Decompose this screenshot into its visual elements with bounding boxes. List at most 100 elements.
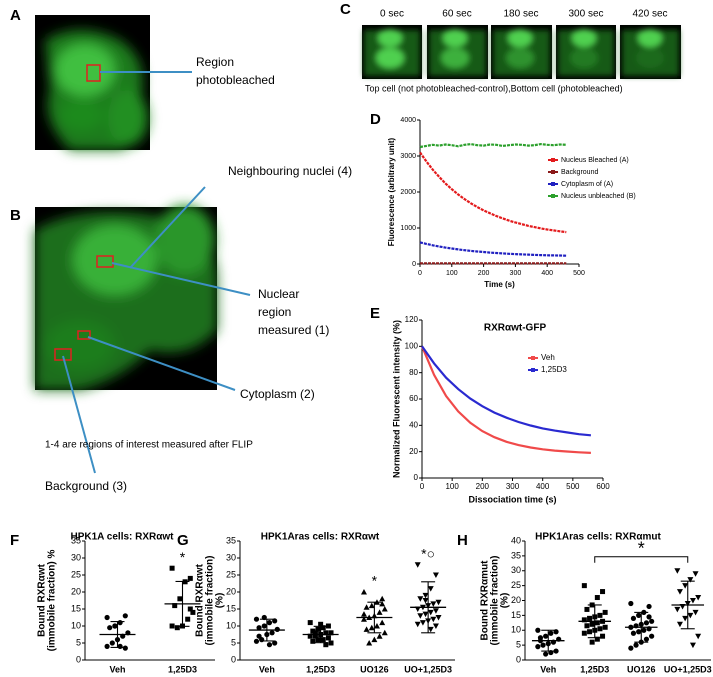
annotation: *○ <box>421 546 435 562</box>
point <box>122 645 128 651</box>
point <box>172 603 178 609</box>
legend-marker <box>551 170 555 174</box>
point <box>307 633 313 639</box>
legend-label: Background <box>561 169 598 176</box>
note: 1-4 are regions of interest measured aft… <box>45 440 253 451</box>
legend-marker <box>551 194 555 198</box>
point <box>692 571 699 577</box>
point <box>122 613 128 619</box>
y-tick-label: 35 <box>71 535 81 545</box>
point <box>602 609 608 615</box>
point <box>676 589 683 595</box>
point <box>432 572 439 578</box>
panel-label: B <box>10 207 21 224</box>
x-tick-label: 400 <box>536 482 550 491</box>
point <box>553 648 559 654</box>
callout: region <box>258 305 291 319</box>
bracket <box>594 556 689 563</box>
point <box>682 615 689 622</box>
point <box>269 630 275 636</box>
point <box>256 625 262 631</box>
x-tick-label: 500 <box>566 482 580 491</box>
point <box>312 630 318 636</box>
y-axis-label: (immobile fraction) <box>490 555 501 645</box>
point <box>589 621 595 627</box>
point <box>379 595 386 602</box>
point <box>414 621 421 628</box>
point <box>643 620 650 626</box>
y-tick-label: 5 <box>516 640 521 650</box>
point <box>379 600 386 607</box>
panel-label: A <box>10 7 21 24</box>
y-tick-label: 20 <box>409 447 418 456</box>
point <box>435 599 442 606</box>
y-tick-label: 35 <box>511 550 521 560</box>
point <box>417 596 424 602</box>
point <box>584 623 590 629</box>
point <box>692 609 699 616</box>
point <box>417 613 424 619</box>
annotation: * <box>180 549 186 565</box>
y-tick-label: 25 <box>71 569 81 579</box>
callout: measured (1) <box>258 323 329 337</box>
point <box>636 612 642 618</box>
point <box>589 639 595 645</box>
point <box>682 583 689 589</box>
point <box>379 619 386 626</box>
x-tick-label: 200 <box>476 482 490 491</box>
point <box>312 633 318 639</box>
y-tick-label: 20 <box>511 595 521 605</box>
callout: Cytoplasm (2) <box>240 387 315 401</box>
point <box>371 636 378 643</box>
image-c <box>362 25 681 79</box>
y-axis-label: Normalized Fluorescent intensity (%) <box>391 320 401 478</box>
point <box>594 620 600 626</box>
y-tick-label: 20 <box>71 586 81 596</box>
x-tick-label: 300 <box>506 482 520 491</box>
y-tick-label: 20 <box>226 586 236 596</box>
x-tick-label: 0 <box>418 270 422 277</box>
point <box>318 621 324 627</box>
point <box>360 616 367 622</box>
y-tick-label: 5 <box>231 637 236 647</box>
point <box>190 609 196 615</box>
series-line <box>420 345 591 454</box>
y-tick-label: 0 <box>231 654 236 664</box>
panel-label: H <box>457 532 468 549</box>
frame-label: 60 sec <box>442 9 471 20</box>
point <box>381 629 388 636</box>
point <box>112 623 118 629</box>
x-tick-label: Veh <box>540 664 556 674</box>
panel-label: F <box>10 532 19 549</box>
chart-title: RXRαwt-GFP <box>484 323 547 334</box>
y-tick-label: 15 <box>71 603 81 613</box>
x-tick-label: 200 <box>478 270 490 277</box>
point <box>597 626 603 632</box>
y-axis-label: Bound RXRαwt <box>195 563 206 636</box>
x-tick-label: 0 <box>420 482 425 491</box>
point <box>310 628 316 634</box>
point <box>597 612 603 618</box>
y-axis-label: (immobile fraction) % <box>47 550 58 652</box>
legend-label: Nucleus unbleached (B) <box>561 193 636 200</box>
point <box>581 630 587 636</box>
point <box>543 633 549 639</box>
point <box>360 589 367 595</box>
y-tick-label: 10 <box>226 620 236 630</box>
y-axis-label: (%) <box>215 593 226 609</box>
frame-label: 300 sec <box>568 9 603 20</box>
y-tick-label: 0 <box>516 654 521 664</box>
image-a <box>35 15 192 150</box>
x-tick-label: 1,25D3 <box>168 664 197 674</box>
legend-label: 1,25D3 <box>541 365 567 374</box>
y-tick-label: 0 <box>414 473 419 482</box>
point <box>368 602 375 609</box>
y-tick-label: 35 <box>226 535 236 545</box>
point <box>633 642 639 648</box>
point <box>360 611 367 617</box>
point <box>602 624 608 630</box>
point <box>169 623 175 629</box>
point <box>376 609 383 615</box>
y-tick-label: 30 <box>511 565 521 575</box>
point <box>117 643 123 650</box>
